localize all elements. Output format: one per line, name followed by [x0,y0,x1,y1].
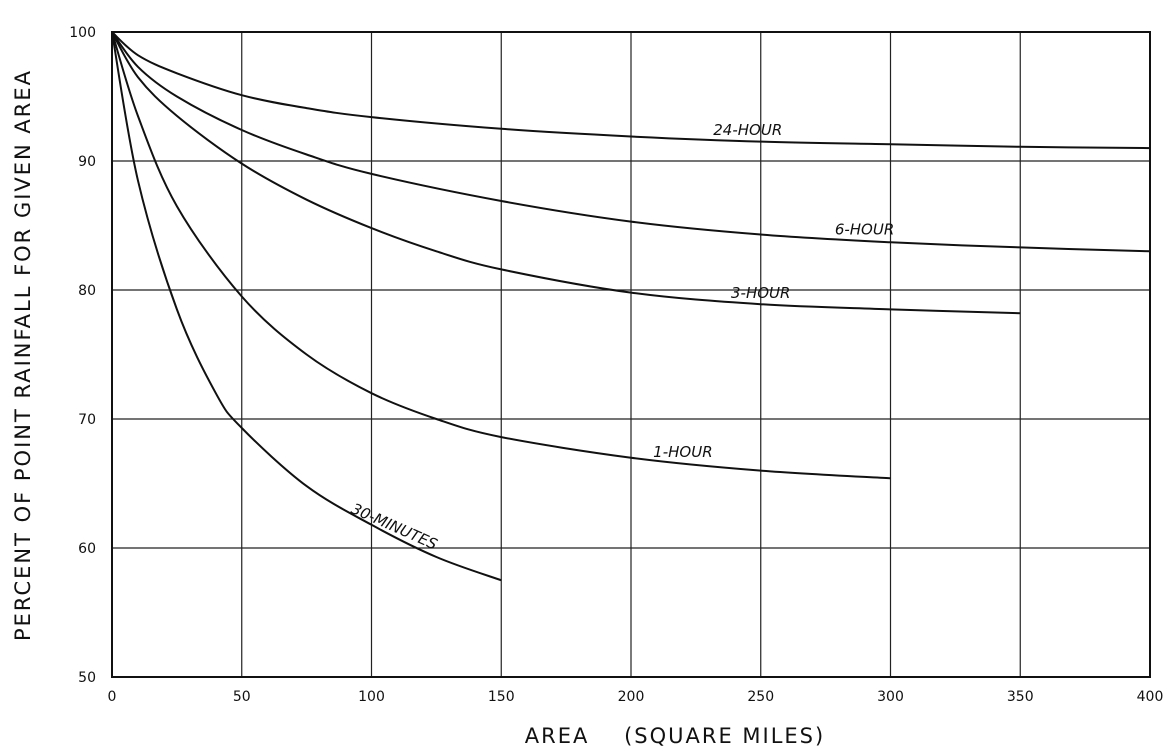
x-tick-label: 50 [233,689,251,705]
series-label-3-hour: 3-HOUR [731,284,790,302]
y-tick-label: 80 [78,283,96,299]
series-line-1-hour [111,31,891,480]
y-tick-label: 100 [69,25,96,41]
x-tick-label: 300 [877,689,904,705]
x-tick-label: 150 [488,689,515,705]
x-tick-label: 250 [747,689,774,705]
x-tick-label: 200 [618,689,645,705]
y-tick-label: 60 [78,541,96,557]
x-axis-ticks: 0 50 100 150 200 250 300 350 400 [108,689,1164,705]
series-label-24-hour: 24-HOUR [713,121,782,139]
y-axis-title: PERCENT OF POINT RAINFALL FOR GIVEN AREA [11,69,35,641]
y-tick-label: 90 [78,154,96,170]
x-axis-title: AREA (SQUARE MILES) [525,724,825,748]
x-tick-label: 100 [358,689,385,705]
series-line-24-hour [111,31,1151,150]
x-tick-label: 400 [1137,689,1164,705]
series-line-3-hour [111,31,1021,315]
x-tick-label: 0 [108,689,117,705]
y-tick-label: 50 [78,670,96,686]
series-group [111,31,1151,582]
series-label-6-hour: 6-HOUR [835,221,894,239]
plot-frame [111,31,1151,678]
series-line-6-hour [111,31,1151,253]
grid [111,31,1151,678]
series-line-30-minutes [111,31,502,582]
y-tick-label: 70 [78,412,96,428]
y-axis-ticks: 50 60 70 80 90 100 [69,25,96,686]
x-tick-label: 350 [1007,689,1034,705]
series-label-1-hour: 1-HOUR [653,443,712,461]
series-label-30-minutes: 30-MINUTES [349,500,441,554]
